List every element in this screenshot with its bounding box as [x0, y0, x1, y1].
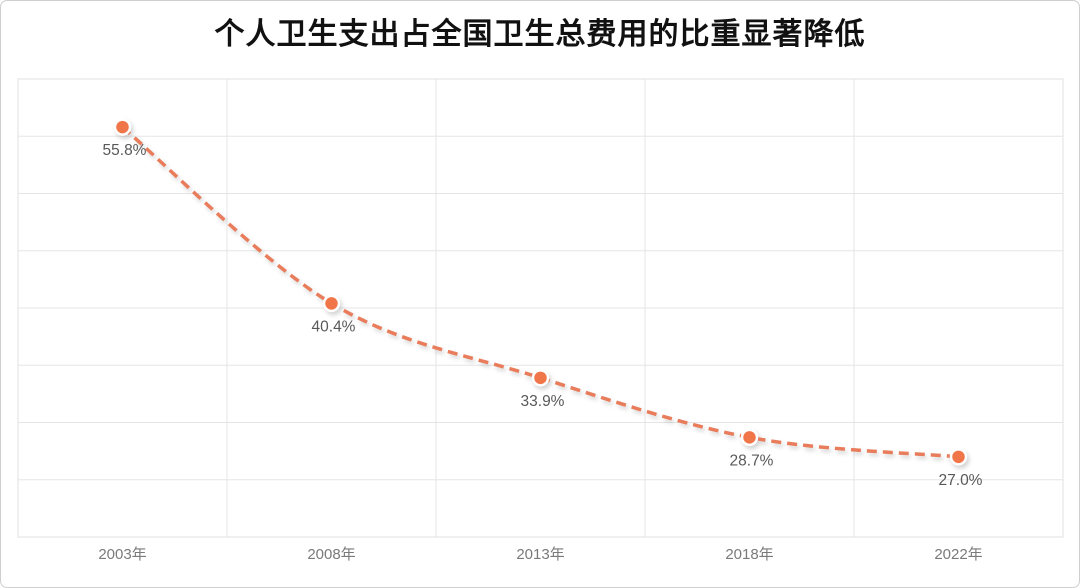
data-point-label: 28.7%: [730, 452, 774, 469]
data-point-marker: [949, 448, 968, 466]
data-point-label: 55.8%: [103, 142, 147, 159]
data-point-marker: [322, 294, 341, 313]
chart-title: 个人卫生支出占全国卫生总费用的比重显著降低: [214, 18, 866, 51]
x-axis-label: 2003年: [98, 546, 146, 563]
data-series: [113, 118, 968, 466]
x-axis-label: 2022年: [934, 546, 982, 563]
data-point-label: 40.4%: [312, 318, 356, 335]
gridlines: [17, 78, 1064, 538]
data-point-marker: [113, 118, 132, 136]
data-point-marker: [531, 369, 550, 387]
data-point-label: 27.0%: [939, 472, 983, 489]
x-axis-label: 2008年: [307, 546, 355, 563]
plot-border: [17, 78, 1064, 538]
data-point-label: 33.9%: [521, 393, 565, 410]
x-axis-label: 2018年: [725, 546, 773, 563]
x-axis-label: 2013年: [516, 546, 564, 563]
data-point-marker: [740, 428, 759, 447]
